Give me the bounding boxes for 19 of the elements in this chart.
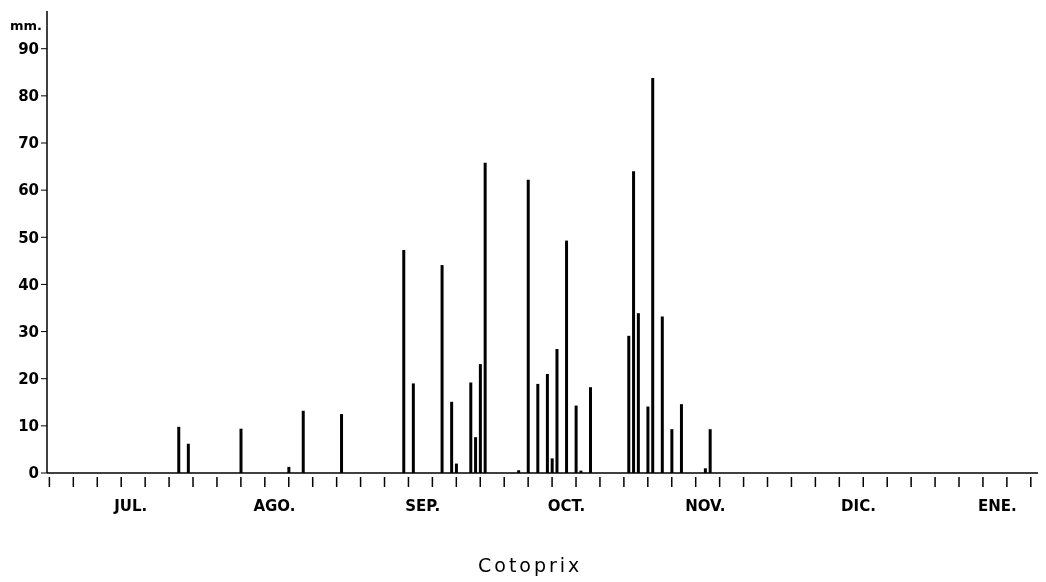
y-tick-label: 90 <box>18 40 39 59</box>
y-tick-label: 50 <box>18 228 39 247</box>
y-axis-title: mm. <box>10 18 43 33</box>
y-tick-label: 10 <box>18 417 39 436</box>
y-tick-label: 30 <box>18 322 39 341</box>
x-tick-label: OCT. <box>547 497 586 515</box>
x-tick-label: NOV. <box>685 497 726 515</box>
y-tick-label: 80 <box>18 87 39 106</box>
y-tick-label: 60 <box>18 181 39 200</box>
y-tick-label: 20 <box>18 370 39 389</box>
y-tick-label: 0 <box>28 464 39 483</box>
text: Cotoprix <box>478 554 583 576</box>
x-tick-label: ENE. <box>977 497 1017 515</box>
y-tick-label: 40 <box>18 275 39 294</box>
x-tick-label: JUL. <box>113 497 148 515</box>
x-tick-label: SEP. <box>405 497 441 515</box>
y-tick-label: 70 <box>18 134 39 153</box>
x-tick-label: DIC. <box>841 497 876 515</box>
x-tick-label: AGO. <box>253 497 296 515</box>
